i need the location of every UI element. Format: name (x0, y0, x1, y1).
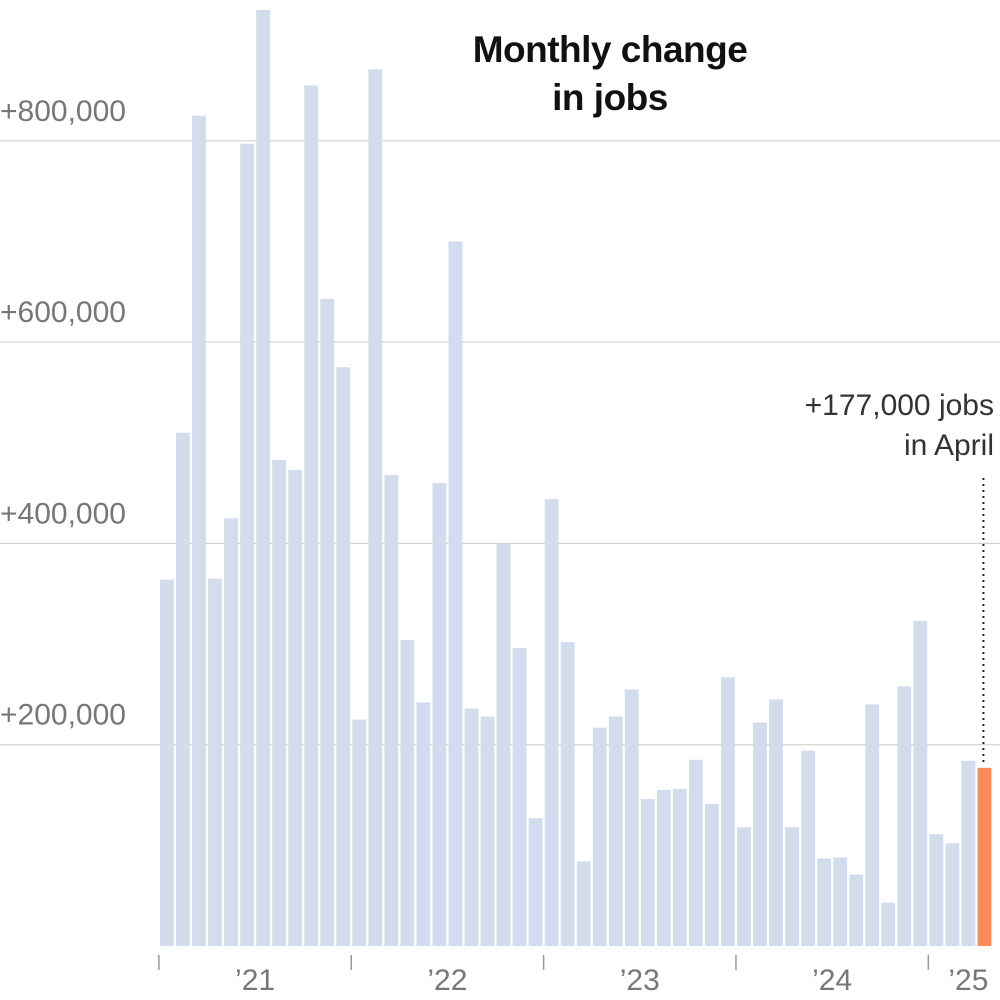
bar (528, 818, 543, 946)
bar (352, 719, 367, 946)
bar (208, 578, 222, 946)
bar (849, 874, 864, 946)
bar (785, 827, 799, 946)
bar (897, 686, 912, 946)
bar (416, 702, 431, 946)
chart-title-line-2: in jobs (552, 77, 668, 118)
bar (368, 69, 383, 947)
bar (160, 579, 174, 946)
y-tick-label: +200,000 (0, 699, 126, 732)
x-tick-label: ’23 (620, 964, 660, 997)
bar (865, 704, 880, 946)
chart-title: Monthly change in jobs (400, 26, 820, 122)
bar (624, 689, 639, 946)
bar (913, 620, 928, 946)
y-tick-labels: +200,000 +400,000 +600,000 +800,000 (0, 95, 126, 732)
annotation-line-2: in April (903, 429, 994, 462)
bar (608, 716, 623, 946)
bar (288, 469, 303, 946)
bar (192, 115, 206, 946)
bar (705, 804, 719, 946)
bar (656, 790, 671, 946)
bar (272, 459, 287, 946)
highlight-annotation: +177,000 jobs in April (805, 386, 994, 466)
bar (721, 677, 735, 946)
bar (769, 699, 783, 946)
bar (224, 518, 238, 946)
bar (544, 499, 559, 946)
bar (817, 858, 832, 946)
bar (929, 834, 944, 946)
bar (801, 750, 815, 946)
x-axis: ’21 ’22 ’23 ’24 ’25 (158, 955, 988, 997)
bar (400, 640, 415, 946)
x-tick-label: ’24 (812, 964, 852, 997)
bar (304, 85, 319, 946)
bar (592, 727, 607, 946)
bar (320, 298, 335, 946)
bar (512, 648, 527, 946)
y-tick-label: +400,000 (0, 497, 126, 530)
bar (640, 799, 655, 946)
bar (688, 759, 703, 946)
chart-title-line-1: Monthly change (472, 29, 748, 70)
bar (737, 827, 751, 946)
bar (496, 543, 511, 946)
bar (560, 642, 575, 946)
bar (480, 716, 495, 946)
bar (256, 10, 270, 946)
y-tick-label: +800,000 (0, 95, 126, 128)
bar (240, 143, 254, 947)
bar (576, 861, 591, 946)
bar (384, 474, 399, 946)
x-tick-label: ’22 (427, 964, 467, 997)
bar (336, 367, 351, 947)
y-tick-label: +600,000 (0, 296, 126, 329)
highlight-bar (977, 767, 992, 946)
bar (672, 788, 687, 946)
annotation-line-1: +177,000 jobs (804, 389, 994, 422)
bar (432, 483, 447, 946)
x-tick-label: ’25 (948, 964, 988, 997)
bar (881, 902, 896, 946)
bar (833, 857, 848, 946)
bar (464, 708, 479, 946)
x-tick-label: ’21 (235, 964, 275, 997)
bar (176, 432, 190, 946)
bars (160, 10, 992, 947)
bar (753, 722, 767, 946)
bar (448, 241, 463, 946)
bar (945, 843, 960, 946)
bar (961, 760, 976, 946)
